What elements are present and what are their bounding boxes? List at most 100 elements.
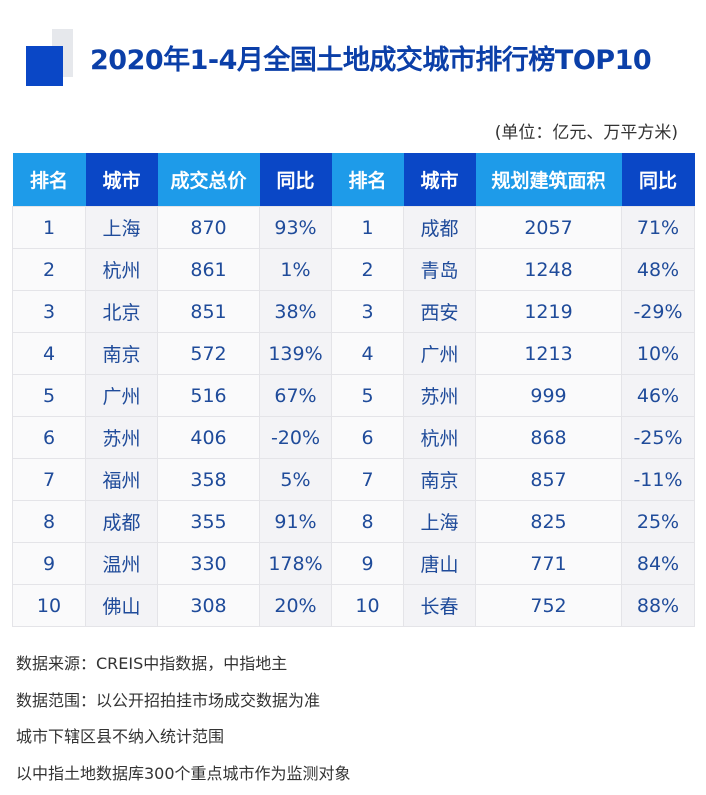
table-cell: -25% <box>621 416 695 459</box>
table-cell: 南京 <box>403 458 476 501</box>
table-cell: 8 <box>331 500 404 543</box>
table-cell: 1 <box>331 206 404 249</box>
table-cell: 355 <box>157 500 260 543</box>
table-row: 6 苏州 406 -20% 6 杭州 868 -25% <box>12 416 695 459</box>
table-cell: 861 <box>157 248 260 291</box>
table-cell: 48% <box>621 248 695 291</box>
table-cell: 1248 <box>475 248 622 291</box>
table-cell: 温州 <box>85 542 158 585</box>
table-cell: 20% <box>259 584 332 627</box>
column-header: 同比 <box>621 153 695 207</box>
table-cell: 9 <box>12 542 86 585</box>
table-cell: 南京 <box>85 332 158 375</box>
table-cell: 2 <box>12 248 86 291</box>
table-cell: 6 <box>331 416 404 459</box>
table-cell: 3 <box>12 290 86 333</box>
table-cell: 71% <box>621 206 695 249</box>
table-cell: 上海 <box>85 206 158 249</box>
table-cell: 10% <box>621 332 695 375</box>
table-row: 2 杭州 861 1% 2 青岛 1248 48% <box>12 248 695 291</box>
table-cell: 857 <box>475 458 622 501</box>
table-cell: 178% <box>259 542 332 585</box>
table-cell: 成都 <box>85 500 158 543</box>
table-cell: 2057 <box>475 206 622 249</box>
table-cell: 88% <box>621 584 695 627</box>
column-header: 排名 <box>331 153 404 207</box>
table-cell: -29% <box>621 290 695 333</box>
table-cell: 358 <box>157 458 260 501</box>
table-cell: 870 <box>157 206 260 249</box>
table-cell: 999 <box>475 374 622 417</box>
table-cell: -20% <box>259 416 332 459</box>
table-cell: 西安 <box>403 290 476 333</box>
page-title: 2020年1-4月全国土地成交城市排行榜TOP10 <box>90 45 652 76</box>
table-cell: 广州 <box>403 332 476 375</box>
column-header: 城市 <box>85 153 158 207</box>
column-header: 城市 <box>403 153 476 207</box>
table-row: 9 温州 330 178% 9 唐山 771 84% <box>12 542 695 585</box>
table-cell: 771 <box>475 542 622 585</box>
table-cell: 330 <box>157 542 260 585</box>
table-cell: 25% <box>621 500 695 543</box>
table-row: 4 南京 572 139% 4 广州 1213 10% <box>12 332 695 375</box>
table-row: 8 成都 355 91% 8 上海 825 25% <box>12 500 695 543</box>
table-cell: 406 <box>157 416 260 459</box>
table-cell: 67% <box>259 374 332 417</box>
table-cell: 福州 <box>85 458 158 501</box>
table-cell: 5% <box>259 458 332 501</box>
table-cell: 1% <box>259 248 332 291</box>
table-row: 3 北京 851 38% 3 西安 1219 -29% <box>12 290 695 333</box>
table-cell: 5 <box>331 374 404 417</box>
table-cell: 139% <box>259 332 332 375</box>
table-cell: 752 <box>475 584 622 627</box>
table-cell: 851 <box>157 290 260 333</box>
table-cell: 10 <box>331 584 404 627</box>
column-header: 规划建筑面积 <box>475 153 622 207</box>
table-cell: 7 <box>12 458 86 501</box>
table-cell: 516 <box>157 374 260 417</box>
footer-note: 以中指土地数据库300个重点城市作为监测对象 <box>16 763 351 783</box>
column-header: 同比 <box>259 153 332 207</box>
table-cell: 广州 <box>85 374 158 417</box>
ranking-table: 排名 城市 成交总价 同比 排名 城市 规划建筑面积 同比 1 上海 870 93% 1 成都 2057 7… <box>12 153 695 627</box>
table-cell: 上海 <box>403 500 476 543</box>
table-row: 10 佛山 308 20% 10 长春 752 88% <box>12 584 695 627</box>
footer-note: 数据范围：以公开招拍挂市场成交数据为准 <box>16 690 321 710</box>
table-cell: 38% <box>259 290 332 333</box>
footer-note: 城市下辖区县不纳入统计范围 <box>16 727 225 746</box>
table-cell: 1219 <box>475 290 622 333</box>
title-decoration <box>26 46 63 86</box>
table-row: 7 福州 358 5% 7 南京 857 -11% <box>12 458 695 501</box>
table-cell: 46% <box>621 374 695 417</box>
table-cell: 2 <box>331 248 404 291</box>
table-cell: 93% <box>259 206 332 249</box>
table-row: 5 广州 516 67% 5 苏州 999 46% <box>12 374 695 417</box>
table-cell: 7 <box>331 458 404 501</box>
table-cell: 9 <box>331 542 404 585</box>
table-cell: 长春 <box>403 584 476 627</box>
table-cell: 10 <box>12 584 86 627</box>
table-cell: 91% <box>259 500 332 543</box>
table-cell: 杭州 <box>85 248 158 291</box>
table-cell: 苏州 <box>85 416 158 459</box>
table-cell: 1 <box>12 206 86 249</box>
table-cell: 8 <box>12 500 86 543</box>
table-cell: 青岛 <box>403 248 476 291</box>
table-cell: 4 <box>12 332 86 375</box>
footer-note: 数据来源：CREIS中指数据，中指地主 <box>16 654 288 673</box>
column-header: 排名 <box>12 153 86 207</box>
table-cell: 1213 <box>475 332 622 375</box>
table-cell: 572 <box>157 332 260 375</box>
table-cell: 5 <box>12 374 86 417</box>
table-cell: 6 <box>12 416 86 459</box>
table-cell: 苏州 <box>403 374 476 417</box>
table-cell: 84% <box>621 542 695 585</box>
table-row: 1 上海 870 93% 1 成都 2057 71% <box>12 206 695 249</box>
table-cell: 308 <box>157 584 260 627</box>
table-cell: 825 <box>475 500 622 543</box>
table-cell: -11% <box>621 458 695 501</box>
table-cell: 4 <box>331 332 404 375</box>
table-cell: 杭州 <box>403 416 476 459</box>
table-cell: 3 <box>331 290 404 333</box>
unit-note: (单位：亿元、万平方米) <box>494 123 678 143</box>
